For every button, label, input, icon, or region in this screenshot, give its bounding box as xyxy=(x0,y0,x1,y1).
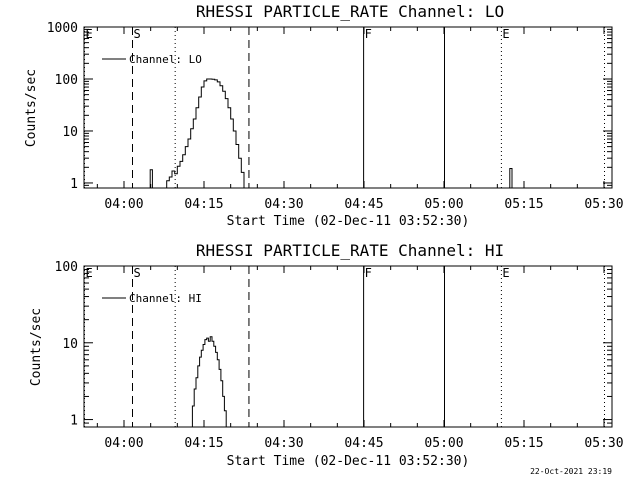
panel-lo-x-axis-label: Start Time (02-Dec-11 03:52:30) xyxy=(227,214,470,229)
x-tick-label: 05:30 xyxy=(584,197,623,212)
panel-lo-y-axis-label: Counts/sec xyxy=(24,69,39,147)
y-tick-label: 10 xyxy=(62,125,78,140)
event-marker-label: F xyxy=(365,27,372,41)
y-tick-label: 100 xyxy=(55,260,78,275)
x-tick-label: 04:00 xyxy=(104,436,143,451)
panel-hi-y-axis-label: Counts/sec xyxy=(29,308,44,386)
x-tick-label: 04:30 xyxy=(264,436,303,451)
event-marker-label: E xyxy=(502,27,509,41)
panel-hi-plot-area: 04:00 04:15 04:30 04:45 05:00 05:15 05:30 1 10 10… xyxy=(55,260,624,451)
x-tick-label: 04:45 xyxy=(344,197,383,212)
x-tick-label: 05:30 xyxy=(584,436,623,451)
event-marker-label: S xyxy=(134,27,141,41)
panel-hi-frame xyxy=(83,265,613,428)
y-tick-label: 1 xyxy=(70,177,78,192)
y-tick-label: 1000 xyxy=(47,21,78,36)
panel-hi-title: RHESSI PARTICLE_RATE Channel: HI xyxy=(196,241,504,260)
event-marker-label: F xyxy=(365,266,372,280)
event-marker-label: E xyxy=(86,266,93,280)
x-tick-label: 04:15 xyxy=(184,436,223,451)
panel-hi-x-axis-label: Start Time (02-Dec-11 03:52:30) xyxy=(227,454,470,469)
panel-lo-title: RHESSI PARTICLE_RATE Channel: LO xyxy=(196,2,504,21)
x-tick-label: 04:45 xyxy=(344,436,383,451)
x-tick-label: 05:15 xyxy=(504,436,543,451)
x-tick-label: 05:15 xyxy=(504,197,543,212)
data-series-line xyxy=(148,78,513,189)
x-tick-label: 04:00 xyxy=(104,197,143,212)
panel-hi: RHESSI PARTICLE_RATE Channel: HI Counts/… xyxy=(29,241,624,469)
panel-hi-legend-label: Channel: HI xyxy=(129,292,202,305)
x-tick-label: 05:00 xyxy=(424,436,463,451)
y-tick-label: 10 xyxy=(62,337,78,352)
panel-lo-plot-area: 04:00 04:15 04:30 04:45 05:00 05:15 05:30 1 10 10… xyxy=(47,21,624,212)
event-marker-label: E xyxy=(86,27,93,41)
event-marker-label: S xyxy=(134,266,141,280)
plot-timestamp: 22-Oct-2021 23:19 xyxy=(530,467,612,476)
y-tick-label: 100 xyxy=(55,73,78,88)
event-marker-label: E xyxy=(502,266,509,280)
y-tick-label: 1 xyxy=(70,414,78,429)
panel-lo: RHESSI PARTICLE_RATE Channel: LO Counts/… xyxy=(24,2,624,229)
panel-lo-legend-label: Channel: LO xyxy=(129,53,202,66)
x-tick-label: 04:15 xyxy=(184,197,223,212)
x-tick-label: 05:00 xyxy=(424,197,463,212)
data-series-line xyxy=(190,336,227,428)
x-tick-label: 04:30 xyxy=(264,197,303,212)
panel-lo-frame xyxy=(83,26,613,189)
